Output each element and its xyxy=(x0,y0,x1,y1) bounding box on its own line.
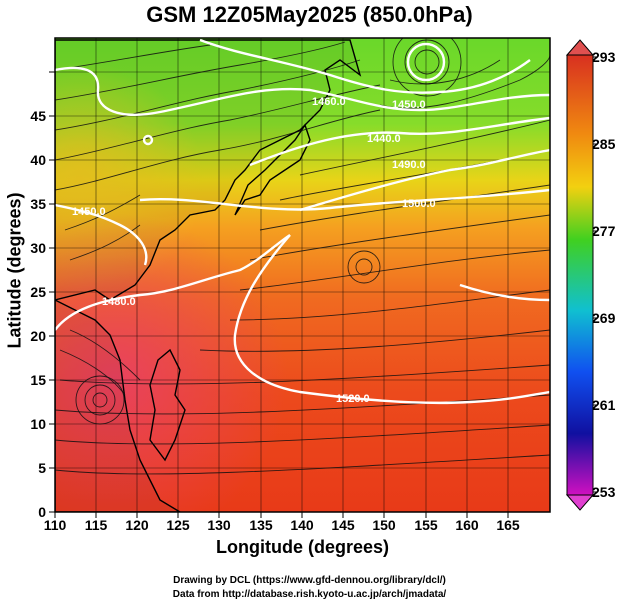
colorbar-bottom-arrow xyxy=(565,494,595,511)
colorbar-label: 293 xyxy=(592,49,616,65)
land-mass xyxy=(149,348,186,462)
y-tick-label: 15 xyxy=(30,372,46,388)
y-axis xyxy=(49,71,55,513)
contour-label: 1460.0 xyxy=(312,96,346,108)
contour-label: 1520.0 xyxy=(336,393,370,405)
y-tick-label: 5 xyxy=(38,460,46,476)
colorbar-top-arrow xyxy=(565,39,595,56)
credit-data-source: Data from http://database.rish.kyoto-u.a… xyxy=(172,589,447,600)
x-axis-label: Longitude (degrees) xyxy=(215,537,389,557)
y-tick-label: 10 xyxy=(30,416,46,432)
land-mass xyxy=(55,39,362,301)
contour-label: 1490.0 xyxy=(392,159,426,171)
x-tick-label: 125 xyxy=(166,517,190,533)
temperature-field: 1460.0 1450.0 1440.0 1490.0 1500.0 1450.… xyxy=(55,38,550,512)
colorbar-label: 269 xyxy=(592,310,616,326)
y-tick-label: 20 xyxy=(30,328,46,344)
contour-label: 1480.0 xyxy=(102,296,136,308)
x-tick-label: 160 xyxy=(455,517,479,533)
x-tick-label: 145 xyxy=(331,517,355,533)
lat-lon-grid xyxy=(55,38,550,512)
x-tick-label: 165 xyxy=(496,517,520,533)
x-tick-label: 110 xyxy=(44,517,67,533)
x-tick-label: 155 xyxy=(414,517,438,533)
x-tick-label: 130 xyxy=(207,517,231,533)
contour-label: 1440.0 xyxy=(367,133,401,145)
x-axis xyxy=(54,512,509,518)
contour-label: 1450.0 xyxy=(392,99,426,111)
contour-label: 1500.0 xyxy=(402,198,436,210)
y-axis-label: Latitude (degrees) xyxy=(4,192,25,349)
colorbar-label: 285 xyxy=(592,136,616,152)
x-tick-label: 135 xyxy=(249,517,273,533)
y-tick-label: 45 xyxy=(30,108,46,124)
x-tick-label: 120 xyxy=(125,517,149,533)
colorbar-label: 277 xyxy=(592,223,616,239)
credit-dcl: Drawing by DCL (https://www.gfd-dennou.o… xyxy=(173,575,446,586)
land-mass xyxy=(55,299,182,512)
colorbar-label: 261 xyxy=(592,397,616,413)
colorbar-label: 253 xyxy=(592,484,616,500)
colorbar: 293 285 277 269 261 253 xyxy=(565,39,616,511)
x-tick-label: 150 xyxy=(372,517,396,533)
y-tick-label: 0 xyxy=(38,504,46,520)
x-tick-label: 115 xyxy=(85,517,108,533)
height-contours xyxy=(55,38,550,405)
y-tick-label: 35 xyxy=(30,196,46,212)
contour-label: 1450.0 xyxy=(72,206,106,218)
colorbar-scale xyxy=(566,54,594,496)
x-tick-label: 140 xyxy=(290,517,314,533)
y-tick-label: 40 xyxy=(30,152,46,168)
contour-labels: 1460.0 1450.0 1440.0 1490.0 1500.0 1450.… xyxy=(72,96,436,405)
chart-title: GSM 12Z05May2025 (850.0hPa) xyxy=(146,2,473,27)
y-tick-label: 30 xyxy=(30,240,46,256)
land-mass xyxy=(234,123,311,216)
y-tick-label: 25 xyxy=(30,284,46,300)
